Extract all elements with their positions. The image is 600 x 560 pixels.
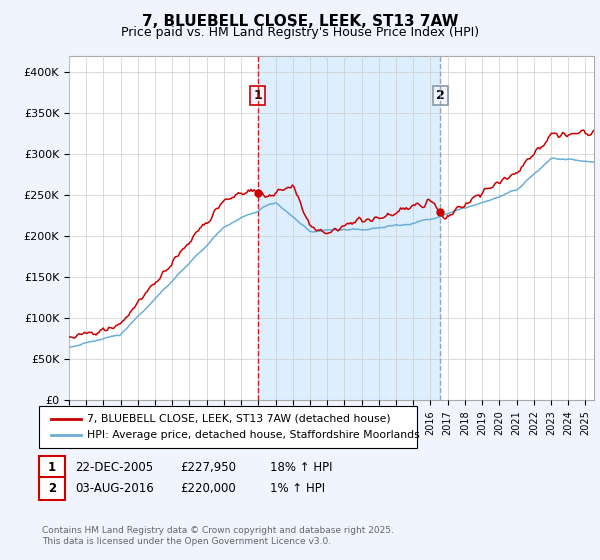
Text: 2: 2 <box>436 89 445 102</box>
Text: HPI: Average price, detached house, Staffordshire Moorlands: HPI: Average price, detached house, Staf… <box>87 430 420 440</box>
Text: £220,000: £220,000 <box>180 482 236 495</box>
Text: 2: 2 <box>48 482 56 495</box>
Bar <box>258 56 440 400</box>
Text: 03-AUG-2016: 03-AUG-2016 <box>75 482 154 495</box>
Text: 18% ↑ HPI: 18% ↑ HPI <box>270 461 332 474</box>
Text: 7, BLUEBELL CLOSE, LEEK, ST13 7AW: 7, BLUEBELL CLOSE, LEEK, ST13 7AW <box>142 14 458 29</box>
Text: Contains HM Land Registry data © Crown copyright and database right 2025.
This d: Contains HM Land Registry data © Crown c… <box>42 526 394 546</box>
Text: 22-DEC-2005: 22-DEC-2005 <box>75 461 153 474</box>
Text: 1: 1 <box>48 461 56 474</box>
Text: 1: 1 <box>253 89 262 102</box>
Text: 7, BLUEBELL CLOSE, LEEK, ST13 7AW (detached house): 7, BLUEBELL CLOSE, LEEK, ST13 7AW (detac… <box>87 414 391 424</box>
Text: Price paid vs. HM Land Registry's House Price Index (HPI): Price paid vs. HM Land Registry's House … <box>121 26 479 39</box>
Text: 1% ↑ HPI: 1% ↑ HPI <box>270 482 325 495</box>
Text: £227,950: £227,950 <box>180 461 236 474</box>
